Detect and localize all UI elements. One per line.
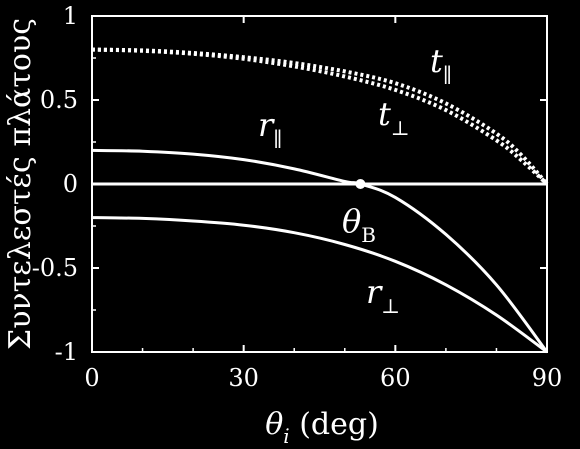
- y-axis-title: Συντελεστές πλάτους: [3, 18, 38, 350]
- x-axis-title-subscript: i: [283, 424, 289, 444]
- brewster-angle-symbol: θ: [342, 202, 361, 240]
- series-label-subscript: ⊥: [381, 294, 400, 318]
- brewster-angle-point: [355, 179, 366, 189]
- series-label-1: t∥: [430, 42, 452, 87]
- x-tick-label: 30: [228, 364, 259, 392]
- series-line-3: [91, 148, 549, 353]
- y-tick-label: 1: [63, 2, 78, 30]
- x-axis-title: θi (deg): [265, 407, 379, 444]
- y-tick-label: 0.5: [40, 86, 78, 114]
- series-label-symbol: r: [258, 106, 275, 144]
- y-tick-label: -1: [55, 338, 78, 366]
- series-label-4: r⊥: [366, 273, 400, 318]
- series-label-symbol: t: [378, 95, 391, 133]
- x-tick-label: 90: [532, 364, 563, 392]
- x-axis-title-symbol: θ: [265, 407, 283, 442]
- series-label-2: t⊥: [378, 95, 410, 140]
- x-tick-label: 0: [84, 364, 99, 392]
- series-label-subscript: ∥: [273, 127, 282, 151]
- series-line-4: [91, 216, 548, 354]
- series-label-subscript: ∥: [443, 63, 452, 87]
- y-tick-label: 0: [63, 170, 78, 198]
- x-tick-label: 60: [380, 364, 411, 392]
- series-label-3: r∥: [258, 106, 283, 151]
- series-label-symbol: t: [430, 42, 443, 80]
- y-tick-label: -0.5: [32, 254, 78, 282]
- brewster-angle-subscript: B: [361, 223, 376, 247]
- brewster-angle-label: θB: [342, 202, 376, 247]
- series-label-symbol: r: [366, 273, 383, 311]
- x-axis-title-unit: (deg): [290, 407, 379, 442]
- series-line-2: [91, 47, 549, 186]
- series-label-subscript: ⊥: [391, 116, 410, 140]
